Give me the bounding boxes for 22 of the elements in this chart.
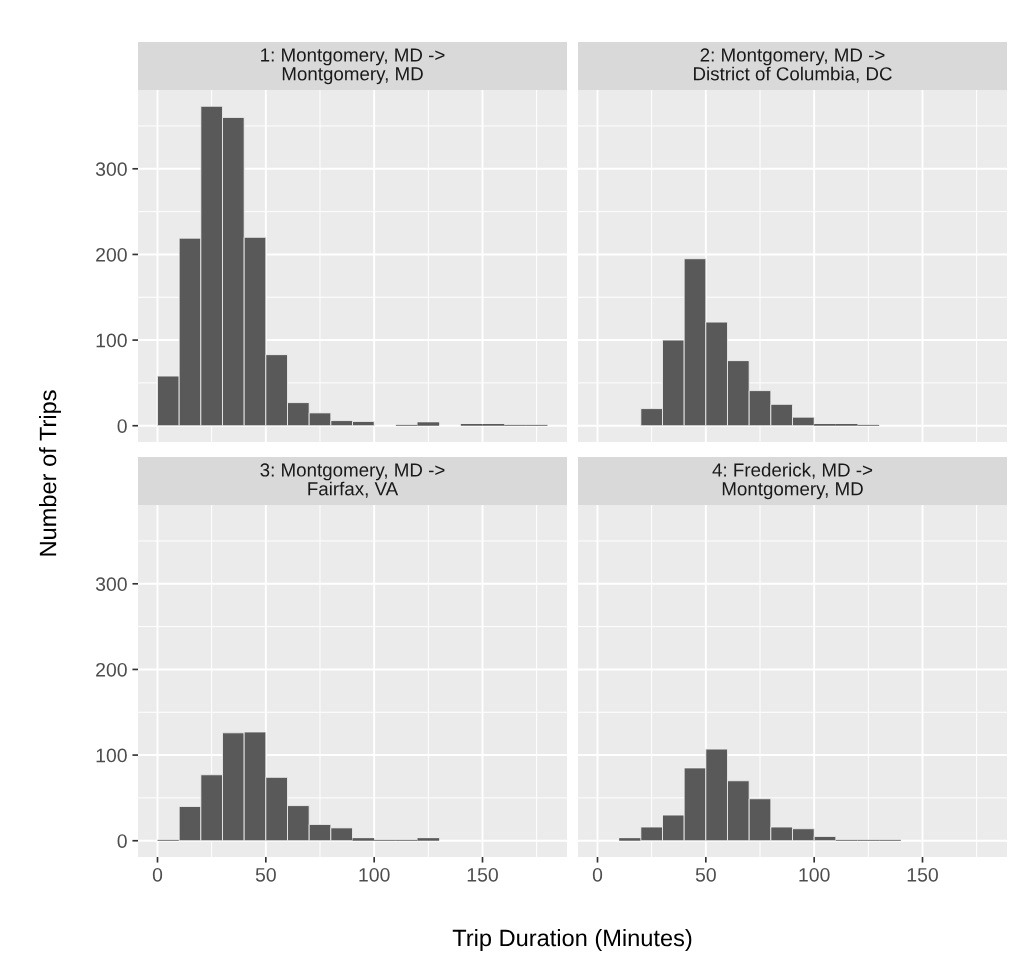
x-tick-label: 150 xyxy=(467,867,498,882)
chart-title: 3: Montgomery, MD -> Fairfax, VA xyxy=(260,463,445,498)
x-axis-title: Trip Duration (Minutes) xyxy=(452,928,692,952)
y-tick-label: 0 xyxy=(117,834,127,848)
y-axis-title: Number of Trips xyxy=(39,390,61,556)
x-tick-label: 100 xyxy=(799,867,830,882)
chart-title: 1: Montgomery, MD -> Montgomery, MD xyxy=(261,48,445,85)
y-tick-label: 300 xyxy=(95,162,127,177)
y-tick-label: 200 xyxy=(96,247,127,262)
x-tick-label: 0 xyxy=(592,867,603,882)
chart-title: 4: Frederick, MD -> Montgomery, MD xyxy=(712,462,873,500)
x-tick-label: 50 xyxy=(255,867,276,882)
x-tick-label: 50 xyxy=(695,867,716,882)
y-tick-label: 300 xyxy=(95,577,127,592)
x-tick-label: 150 xyxy=(907,867,938,882)
y-tick-label: 200 xyxy=(96,662,127,677)
y-tick-label: 100 xyxy=(96,333,127,348)
y-tick-label: 100 xyxy=(96,748,127,763)
chart-title: 2: Montgomery, MD -> District of Columbia, DC xyxy=(694,48,892,83)
y-tick-label: 0 xyxy=(117,419,127,433)
x-tick-label: 100 xyxy=(359,867,390,882)
x-tick-label: 0 xyxy=(152,867,163,882)
